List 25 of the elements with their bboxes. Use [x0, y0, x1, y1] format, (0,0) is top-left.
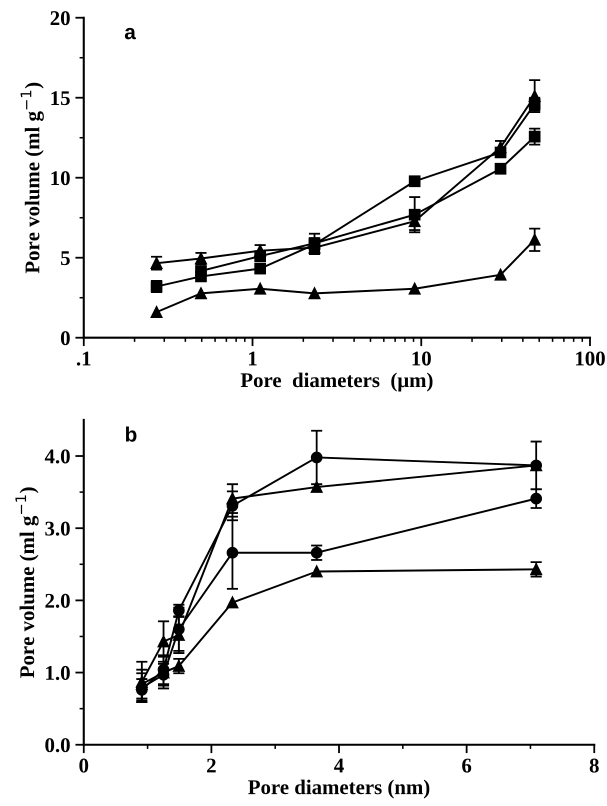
x-tick-label: 0 [79, 758, 88, 773]
x-tick-label: 6 [462, 758, 472, 773]
y-tick-label: 5 [60, 251, 70, 266]
y-axis-title: Pore volume (ml g$^{−1}$) [15, 487, 39, 678]
x-tick-label: .1 [76, 352, 90, 366]
x-tick-label: 4 [334, 758, 344, 772]
y-tick-label: 15 [51, 91, 70, 106]
x-tick-label: 1 [248, 352, 257, 366]
x-axis-title: Pore diameters (μm) [240, 372, 433, 392]
y-axis-title: Pore volume (ml g$^{−1}$) [20, 82, 44, 274]
annotation: b [126, 426, 136, 442]
y-tick-label: 1.0 [46, 666, 70, 680]
x-axis-title: Pore diameters (nm) [248, 780, 430, 799]
y-tick-label: 10 [51, 171, 70, 186]
annotation: a [124, 28, 136, 40]
y-tick-label: 0 [60, 331, 70, 346]
x-tick-label: 10 [412, 352, 431, 366]
x-tick-label: 8 [590, 758, 599, 773]
y-tick-label: 0.0 [45, 738, 70, 752]
y-tick-label: 2.0 [45, 594, 70, 608]
y-tick-label: 4.0 [44, 449, 70, 464]
y-tick-label: 20 [50, 11, 70, 26]
x-tick-label: 100 [576, 352, 605, 366]
y-tick-label: 3.0 [45, 522, 70, 536]
x-tick-label: 2 [207, 758, 216, 772]
